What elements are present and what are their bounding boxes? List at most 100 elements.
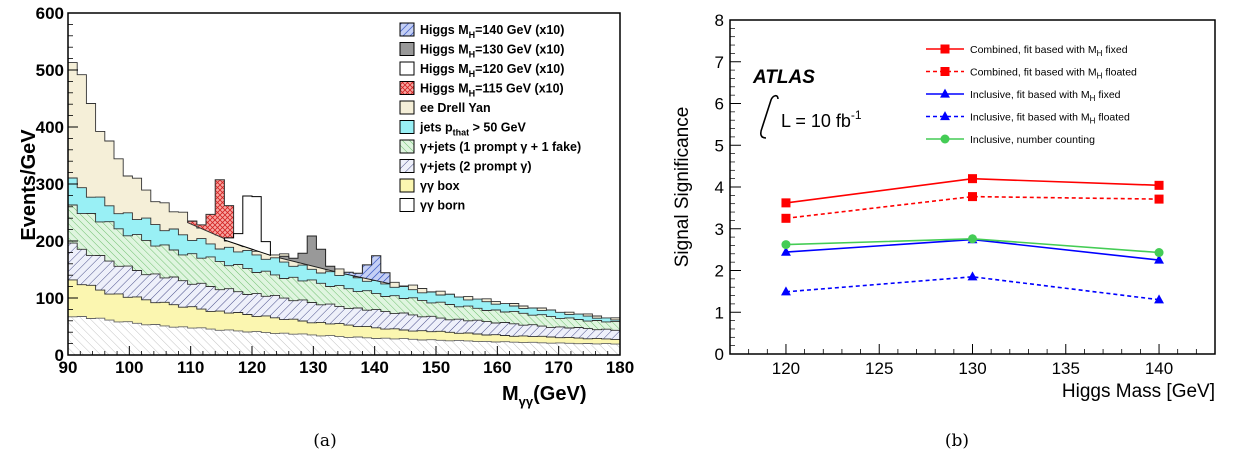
legend-text: Higgs M	[420, 23, 469, 37]
y-tick-label: 7	[715, 53, 724, 72]
legend-subscript: that	[453, 128, 470, 138]
panel-b-x-ticks: 120 125 130 135 140	[748, 344, 1197, 378]
legend-text: jets p	[419, 121, 453, 135]
legend-text: γ+jets (2 prompt γ)	[420, 160, 532, 174]
legend-marker	[940, 44, 950, 54]
series-1	[781, 192, 1164, 223]
x-tick-label: 140	[360, 358, 388, 377]
legend-text: Combined, fit based with M	[970, 44, 1097, 56]
legend-label: Higgs MH=130 GeV (x10)	[420, 43, 564, 60]
legend-suffix: floated	[1102, 67, 1137, 79]
y-tick-label: 0	[715, 345, 724, 364]
legend-label: γ+jets (2 prompt γ)	[420, 160, 532, 174]
legend-swatch	[399, 81, 415, 95]
y-tick-label: 100	[36, 289, 64, 308]
legend-swatch	[399, 178, 415, 193]
lumi-text: L = 10 fb	[781, 111, 851, 131]
luminosity-label: L = 10 fb-1	[781, 108, 862, 131]
x-tick-label: 170	[544, 358, 572, 377]
legend-marker	[940, 88, 950, 98]
panel-b-series	[781, 174, 1164, 304]
legend-suffix: =140 GeV (x10)	[475, 23, 564, 37]
y-tick-label: 600	[36, 4, 64, 23]
series-4	[781, 234, 1164, 258]
data-point	[781, 198, 791, 208]
series-3	[781, 271, 1164, 304]
legend-text: γ+jets (1 prompt γ + 1 fake)	[420, 140, 581, 154]
y-tick-label: 8	[715, 11, 724, 30]
legend-label: Combined, fit based with MH floated	[970, 67, 1137, 81]
legend-text: Inclusive, number counting	[970, 134, 1095, 146]
legend-swatch	[399, 139, 415, 154]
legend-label: Inclusive, fit based with MH fixed	[970, 89, 1121, 103]
data-point	[968, 174, 977, 184]
y-tick-label: 500	[36, 61, 64, 80]
integral-sign	[760, 94, 779, 139]
y-tick-label: 200	[36, 232, 64, 251]
y-tick-label: 4	[715, 178, 724, 197]
data-point	[1154, 254, 1164, 264]
series-0	[781, 174, 1164, 208]
legend-marker	[940, 111, 950, 121]
legend-text: γγ born	[420, 199, 465, 213]
stacked-areas	[67, 62, 621, 356]
legend-text: Higgs M	[420, 43, 469, 57]
panel-b-legend: Combined, fit based with MH fixedCombine…	[926, 44, 1137, 146]
data-point	[1154, 180, 1164, 190]
legend-text: γγ box	[420, 179, 460, 193]
data-point	[1154, 194, 1164, 204]
data-point	[781, 286, 791, 296]
panel-a-x-axis-label: Mγγ(GeV)	[502, 383, 586, 409]
legend-label: Higgs MH=115 GeV (x10)	[420, 82, 564, 99]
atlas-label: ATLAS	[752, 67, 815, 88]
peak-120	[223, 195, 271, 256]
x-tick-label: 130	[958, 359, 986, 378]
legend-text: ee Drell Yan	[420, 101, 491, 115]
legend-subscript: H	[1097, 72, 1103, 81]
y-tick-label: 6	[715, 95, 724, 114]
data-point	[1154, 248, 1164, 258]
legend-label: Inclusive, number counting	[970, 134, 1095, 146]
legend-label: jets pthat > 50 GeV	[419, 121, 526, 138]
legend-marker	[940, 67, 950, 76]
lumi-sup: -1	[851, 108, 862, 122]
legend-text: Combined, fit based with M	[970, 67, 1097, 79]
area-gg-born	[67, 316, 621, 356]
x-label-sub: γγ	[519, 394, 534, 409]
y-tick-label: 2	[715, 262, 724, 281]
legend-swatch	[399, 42, 415, 56]
legend-label: γγ born	[420, 199, 465, 213]
legend-subscript: H	[469, 50, 476, 60]
x-tick-label: 140	[1145, 359, 1173, 378]
legend-suffix: fixed	[1102, 44, 1127, 56]
data-point	[781, 246, 791, 256]
x-label-main: M	[502, 383, 519, 405]
x-tick-label: 125	[865, 359, 893, 378]
data-point	[781, 213, 791, 223]
higgs-signal-peaks	[187, 179, 391, 285]
legend-suffix: fixed	[1095, 89, 1120, 101]
legend-text: Inclusive, fit based with M	[970, 89, 1090, 101]
y-tick-label: 3	[715, 220, 724, 239]
legend-label: ee Drell Yan	[420, 101, 491, 115]
legend-label: Combined, fit based with MH fixed	[970, 44, 1128, 58]
panel-a-caption: (a)	[313, 431, 336, 451]
panel-a-x-ticks: 90 100 110 120 130 140 150 160 170 180	[59, 346, 634, 377]
legend-label: γγ box	[420, 179, 460, 193]
legend-swatch	[399, 100, 415, 115]
x-tick-label: 100	[115, 358, 143, 377]
panel-a-y-axis-label: Events/GeV	[18, 129, 40, 241]
peak-130	[279, 235, 336, 273]
x-tick-label: 120	[772, 359, 800, 378]
y-tick-label: 5	[715, 136, 724, 155]
legend-suffix: floated	[1095, 112, 1130, 124]
legend-label: γ+jets (1 prompt γ + 1 fake)	[420, 140, 581, 154]
x-label-unit: (GeV)	[533, 383, 586, 405]
y-tick-label: 1	[715, 303, 724, 322]
panel-b-significance: 120 125 130 135 140 0 1 2 3 4 5 6 7 8 Signal Signifi…	[672, 11, 1216, 402]
legend-swatch	[399, 22, 415, 37]
data-point	[968, 234, 977, 244]
legend-text: Higgs M	[420, 62, 469, 76]
panel-b-caption: (b)	[945, 431, 969, 451]
panel-a-legend: Higgs MH=140 GeV (x10)Higgs MH=130 GeV (…	[399, 22, 581, 213]
